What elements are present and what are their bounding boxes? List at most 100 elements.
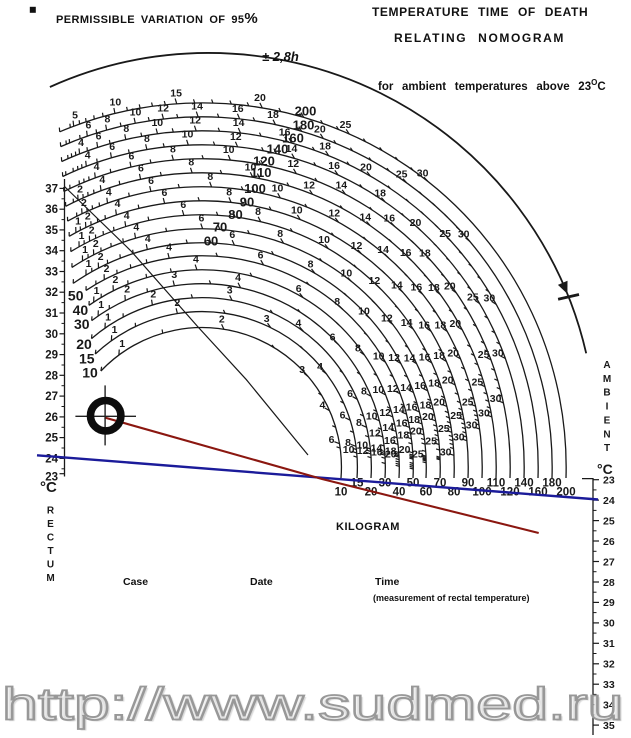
svg-text:14: 14 xyxy=(191,101,203,113)
svg-text:3: 3 xyxy=(171,269,177,281)
svg-text:12: 12 xyxy=(369,427,381,439)
svg-text:1: 1 xyxy=(82,244,88,256)
svg-text:25: 25 xyxy=(438,423,450,435)
svg-text:20: 20 xyxy=(254,92,266,104)
svg-text:E: E xyxy=(604,415,611,426)
svg-text:2: 2 xyxy=(150,288,156,300)
svg-text:50: 50 xyxy=(68,287,84,303)
svg-text:18: 18 xyxy=(374,188,386,200)
svg-text:12: 12 xyxy=(303,179,315,191)
svg-text:8: 8 xyxy=(356,417,362,429)
svg-text:4: 4 xyxy=(193,253,199,265)
svg-text:25: 25 xyxy=(467,292,479,304)
svg-text:25: 25 xyxy=(478,349,490,361)
svg-text:18: 18 xyxy=(435,320,447,332)
svg-text:12: 12 xyxy=(381,312,393,324)
svg-text:26: 26 xyxy=(45,412,58,424)
svg-text:8: 8 xyxy=(144,133,150,145)
svg-text:10: 10 xyxy=(335,487,348,499)
svg-text:1: 1 xyxy=(86,258,92,270)
svg-text:12: 12 xyxy=(351,240,363,252)
svg-text:14: 14 xyxy=(359,211,371,223)
svg-text:2: 2 xyxy=(93,238,99,250)
svg-text:26: 26 xyxy=(603,536,615,548)
svg-text:N: N xyxy=(603,429,610,440)
svg-text:4: 4 xyxy=(145,233,151,245)
svg-text:20: 20 xyxy=(410,217,422,229)
svg-text:2: 2 xyxy=(85,211,91,223)
svg-text:8: 8 xyxy=(104,113,110,125)
svg-text:T: T xyxy=(604,443,610,454)
svg-text:8: 8 xyxy=(345,437,351,449)
svg-text:14: 14 xyxy=(233,117,245,129)
svg-text:1: 1 xyxy=(119,338,125,350)
svg-text:10: 10 xyxy=(358,305,370,317)
svg-text:35: 35 xyxy=(603,720,615,732)
svg-text:30: 30 xyxy=(453,432,465,444)
svg-text:31: 31 xyxy=(603,638,615,650)
svg-text:30: 30 xyxy=(417,167,429,179)
svg-text:°C: °C xyxy=(597,461,613,477)
svg-text:14: 14 xyxy=(400,382,412,394)
svg-text:E: E xyxy=(47,519,54,530)
svg-text:50: 50 xyxy=(407,477,420,489)
svg-text:12: 12 xyxy=(379,407,391,419)
svg-text:30: 30 xyxy=(74,316,90,332)
svg-text:1: 1 xyxy=(94,285,100,297)
svg-text:6: 6 xyxy=(161,187,167,199)
svg-text:30: 30 xyxy=(490,393,502,405)
svg-text:6: 6 xyxy=(330,332,336,344)
svg-text:30: 30 xyxy=(492,348,504,360)
svg-text:20: 20 xyxy=(433,396,445,408)
svg-text:8: 8 xyxy=(123,123,129,135)
svg-text:°C: °C xyxy=(40,479,57,496)
svg-text:16: 16 xyxy=(400,247,412,259)
svg-text:18: 18 xyxy=(319,141,331,153)
svg-text:6: 6 xyxy=(229,229,235,241)
svg-text:4: 4 xyxy=(78,137,84,149)
svg-text:33: 33 xyxy=(45,267,58,279)
svg-text:2: 2 xyxy=(77,183,83,195)
svg-text:4: 4 xyxy=(295,317,301,329)
svg-text:18: 18 xyxy=(267,109,279,121)
svg-text:18: 18 xyxy=(428,282,440,294)
svg-text:1: 1 xyxy=(79,230,85,242)
svg-text:C: C xyxy=(47,533,54,544)
svg-text:16: 16 xyxy=(384,435,396,447)
svg-text:2: 2 xyxy=(104,263,110,275)
svg-text:90: 90 xyxy=(240,195,254,210)
svg-text:1: 1 xyxy=(75,216,81,228)
svg-text:6: 6 xyxy=(340,410,346,422)
svg-text:4: 4 xyxy=(106,186,112,198)
svg-text:30: 30 xyxy=(484,293,496,305)
svg-text:R: R xyxy=(47,506,55,517)
svg-text:10: 10 xyxy=(110,97,122,109)
svg-text:10: 10 xyxy=(372,384,384,396)
svg-text:10: 10 xyxy=(341,268,353,280)
svg-text:30: 30 xyxy=(603,618,615,630)
svg-text:30: 30 xyxy=(458,229,470,241)
svg-text:3: 3 xyxy=(299,364,305,376)
svg-text:18: 18 xyxy=(419,248,431,260)
svg-text:18: 18 xyxy=(433,350,445,362)
svg-text:10: 10 xyxy=(245,161,257,173)
svg-text:6: 6 xyxy=(258,249,264,261)
svg-text:18: 18 xyxy=(420,399,432,411)
svg-text:29: 29 xyxy=(603,597,615,609)
svg-text:20: 20 xyxy=(360,161,372,173)
svg-text:12: 12 xyxy=(369,275,381,287)
svg-text:34: 34 xyxy=(603,699,615,711)
svg-text:12: 12 xyxy=(189,115,201,127)
svg-text:31: 31 xyxy=(45,308,58,320)
svg-text:25: 25 xyxy=(412,449,424,461)
svg-text:30: 30 xyxy=(45,329,58,341)
svg-text:8: 8 xyxy=(255,206,261,218)
svg-text:15: 15 xyxy=(79,350,95,366)
svg-text:30: 30 xyxy=(466,420,478,432)
svg-text:6: 6 xyxy=(296,283,302,295)
svg-text:35: 35 xyxy=(45,225,58,237)
svg-text:20: 20 xyxy=(314,123,326,135)
svg-text:20: 20 xyxy=(385,448,397,460)
svg-text:4: 4 xyxy=(319,400,325,412)
svg-text:6: 6 xyxy=(138,163,144,175)
